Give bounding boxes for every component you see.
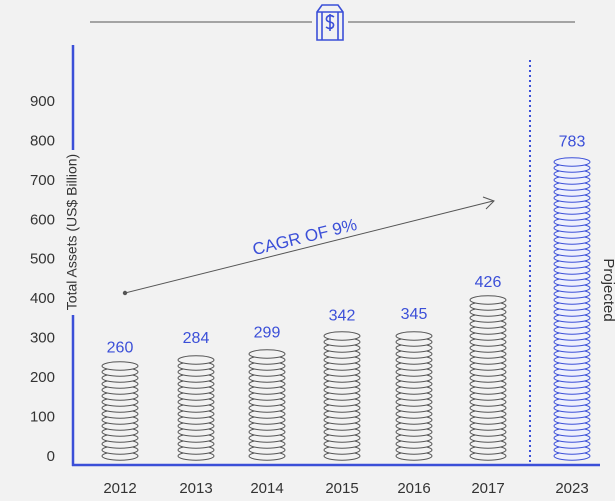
value-label: 342 (329, 307, 356, 324)
x-tick-label: 2017 (471, 480, 504, 497)
y-tick-label: 600 (30, 211, 55, 228)
coin (469, 295, 507, 305)
coin-stack (553, 157, 591, 461)
coin-stack (248, 349, 286, 461)
coin-stack (101, 361, 139, 461)
projected-label: Projected (600, 258, 615, 321)
coin-stack (469, 295, 507, 461)
cagr-arrowhead (482, 196, 495, 210)
value-label: 299 (254, 324, 281, 341)
value-label: 345 (401, 306, 428, 323)
coin (101, 361, 139, 371)
y-tick-label: 500 (30, 251, 55, 268)
value-label: 284 (183, 330, 210, 347)
x-tick-label: 2013 (179, 480, 212, 497)
y-tick-label: 700 (30, 172, 55, 189)
coin (248, 349, 286, 359)
coin-stack (395, 331, 433, 461)
bank-icon (316, 4, 344, 41)
x-tick-label: 2012 (103, 480, 136, 497)
x-tick-label: 2014 (250, 480, 283, 497)
value-label: 426 (475, 274, 502, 291)
coin (395, 331, 433, 341)
y-tick-label: 200 (30, 369, 55, 386)
x-tick-label: 2016 (397, 480, 430, 497)
value-label: 783 (559, 133, 586, 150)
cagr-arrow (124, 200, 494, 294)
cagr-start (122, 290, 128, 296)
coin (553, 157, 591, 167)
x-tick-label: 2015 (325, 480, 358, 497)
y-tick-label: 100 (30, 409, 55, 426)
label-backdrop (66, 150, 80, 315)
y-tick-label: 400 (30, 290, 55, 307)
y-tick-label: 300 (30, 330, 55, 347)
cagr-label: CAGR OF 9% (251, 215, 359, 259)
coin (177, 355, 215, 365)
y-tick-label: 900 (30, 93, 55, 110)
value-label: 260 (107, 340, 134, 357)
coin-stack (323, 331, 361, 461)
coin-stack (177, 355, 215, 461)
coin (323, 331, 361, 341)
y-axis-label: Total Assets (US$ Billion) (64, 154, 80, 310)
y-tick-label: 0 (47, 448, 55, 465)
y-tick-label: 800 (30, 132, 55, 149)
x-tick-label: 2023 (555, 480, 588, 497)
